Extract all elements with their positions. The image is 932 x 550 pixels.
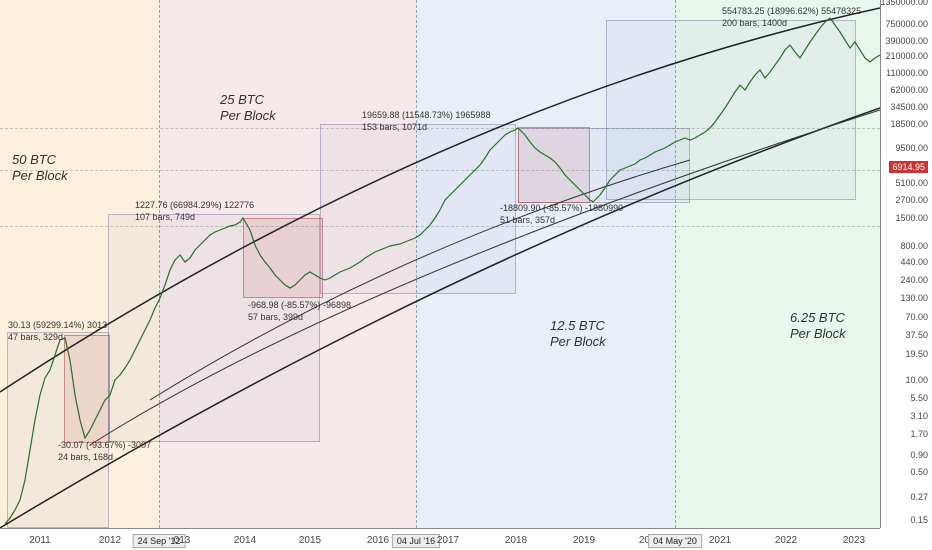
x-tick-label: 2023 bbox=[843, 535, 865, 546]
cycle-box bbox=[320, 124, 516, 294]
y-tick-label: 3.10 bbox=[910, 411, 928, 421]
x-tick-label: 2018 bbox=[505, 535, 527, 546]
measurement-annotation: -30.07 (-93.67%) -300724 bars, 168d bbox=[58, 440, 151, 463]
era-label: 12.5 BTCPer Block bbox=[550, 318, 606, 349]
era-label: 6.25 BTCPer Block bbox=[790, 310, 846, 341]
y-tick-label: 10.00 bbox=[905, 375, 928, 385]
x-tick-label: 2022 bbox=[775, 535, 797, 546]
current-price-label: 6914.95 bbox=[889, 161, 928, 173]
era-label: 50 BTCPer Block bbox=[12, 152, 68, 183]
measurement-annotation: 19659.88 (11548.73%) 1965988153 bars, 10… bbox=[362, 110, 490, 133]
cycle-box bbox=[606, 20, 856, 200]
measurement-annotation: -18809.90 (-85.57%) -188099051 bars, 357… bbox=[500, 203, 623, 226]
y-tick-label: 9500.00 bbox=[895, 143, 928, 153]
era-label: 25 BTCPer Block bbox=[220, 92, 276, 123]
measurement-annotation: 554783.25 (18996.62%) 55478325200 bars, … bbox=[722, 6, 861, 29]
y-tick-label: 0.50 bbox=[910, 467, 928, 477]
y-tick-label: 19.50 bbox=[905, 349, 928, 359]
y-tick-label: 0.15 bbox=[910, 515, 928, 525]
measurement-annotation: 1227.76 (66984.29%) 122776107 bars, 749d bbox=[135, 200, 254, 223]
y-tick-label: 34500.00 bbox=[890, 102, 928, 112]
drawdown-box bbox=[243, 218, 323, 298]
y-tick-label: 1.70 bbox=[910, 429, 928, 439]
x-tick-label: 2011 bbox=[29, 535, 51, 546]
y-axis: 1350000.00 750000.00 390000.00 210000.00 110… bbox=[880, 0, 932, 528]
y-tick-label: 0.90 bbox=[910, 450, 928, 460]
y-tick-label: 1350000.00 bbox=[880, 0, 928, 7]
x-tick-label: 013 bbox=[174, 535, 191, 546]
x-tick-label: 2014 bbox=[234, 535, 256, 546]
y-tick-label: 62000.00 bbox=[890, 85, 928, 95]
x-tick-label: 2021 bbox=[709, 535, 731, 546]
y-tick-label: 2700.00 bbox=[895, 195, 928, 205]
y-tick-label: 0.27 bbox=[910, 492, 928, 502]
y-tick-label: 440.00 bbox=[900, 257, 928, 267]
y-tick-label: 130.00 bbox=[900, 293, 928, 303]
x-tick-label: 2015 bbox=[299, 535, 321, 546]
y-tick-label: 37.50 bbox=[905, 330, 928, 340]
y-tick-label: 800.00 bbox=[900, 241, 928, 251]
x-tick-label: 2016 bbox=[367, 535, 389, 546]
y-tick-label: 1500.00 bbox=[895, 213, 928, 223]
y-tick-label: 240.00 bbox=[900, 275, 928, 285]
bitcoin-halving-chart: 50 BTCPer Block 25 BTCPer Block 12.5 BTCPe… bbox=[0, 0, 932, 550]
y-tick-label: 5100.00 bbox=[895, 178, 928, 188]
x-axis: 2011201224 Sep '1201320142015201604 Jul … bbox=[0, 528, 880, 550]
drawdown-box bbox=[518, 127, 590, 203]
y-tick-label: 110000.00 bbox=[886, 68, 928, 78]
x-tick-label: 2019 bbox=[573, 535, 595, 546]
y-tick-label: 390000.00 bbox=[885, 36, 928, 46]
y-tick-label: 210000.00 bbox=[885, 51, 928, 61]
x-tick-label: 2017 bbox=[437, 535, 459, 546]
y-tick-label: 750000.00 bbox=[885, 19, 928, 29]
drawdown-box bbox=[64, 335, 110, 443]
y-tick-label: 70.00 bbox=[905, 312, 928, 322]
plot-area[interactable]: 50 BTCPer Block 25 BTCPer Block 12.5 BTCPe… bbox=[0, 0, 880, 528]
y-tick-label: 5.50 bbox=[910, 393, 928, 403]
x-tick-date-box: 04 Jul '16 bbox=[392, 534, 440, 548]
y-tick-label: 18500.00 bbox=[890, 119, 928, 129]
measurement-annotation: 30.13 (59299.14%) 301347 bars, 329d bbox=[8, 320, 107, 343]
measurement-annotation: -968.98 (-85.57%) -9689857 bars, 399d bbox=[248, 300, 351, 323]
x-tick-label: 2012 bbox=[99, 535, 121, 546]
x-tick-date-box: 04 May '20 bbox=[648, 534, 702, 548]
